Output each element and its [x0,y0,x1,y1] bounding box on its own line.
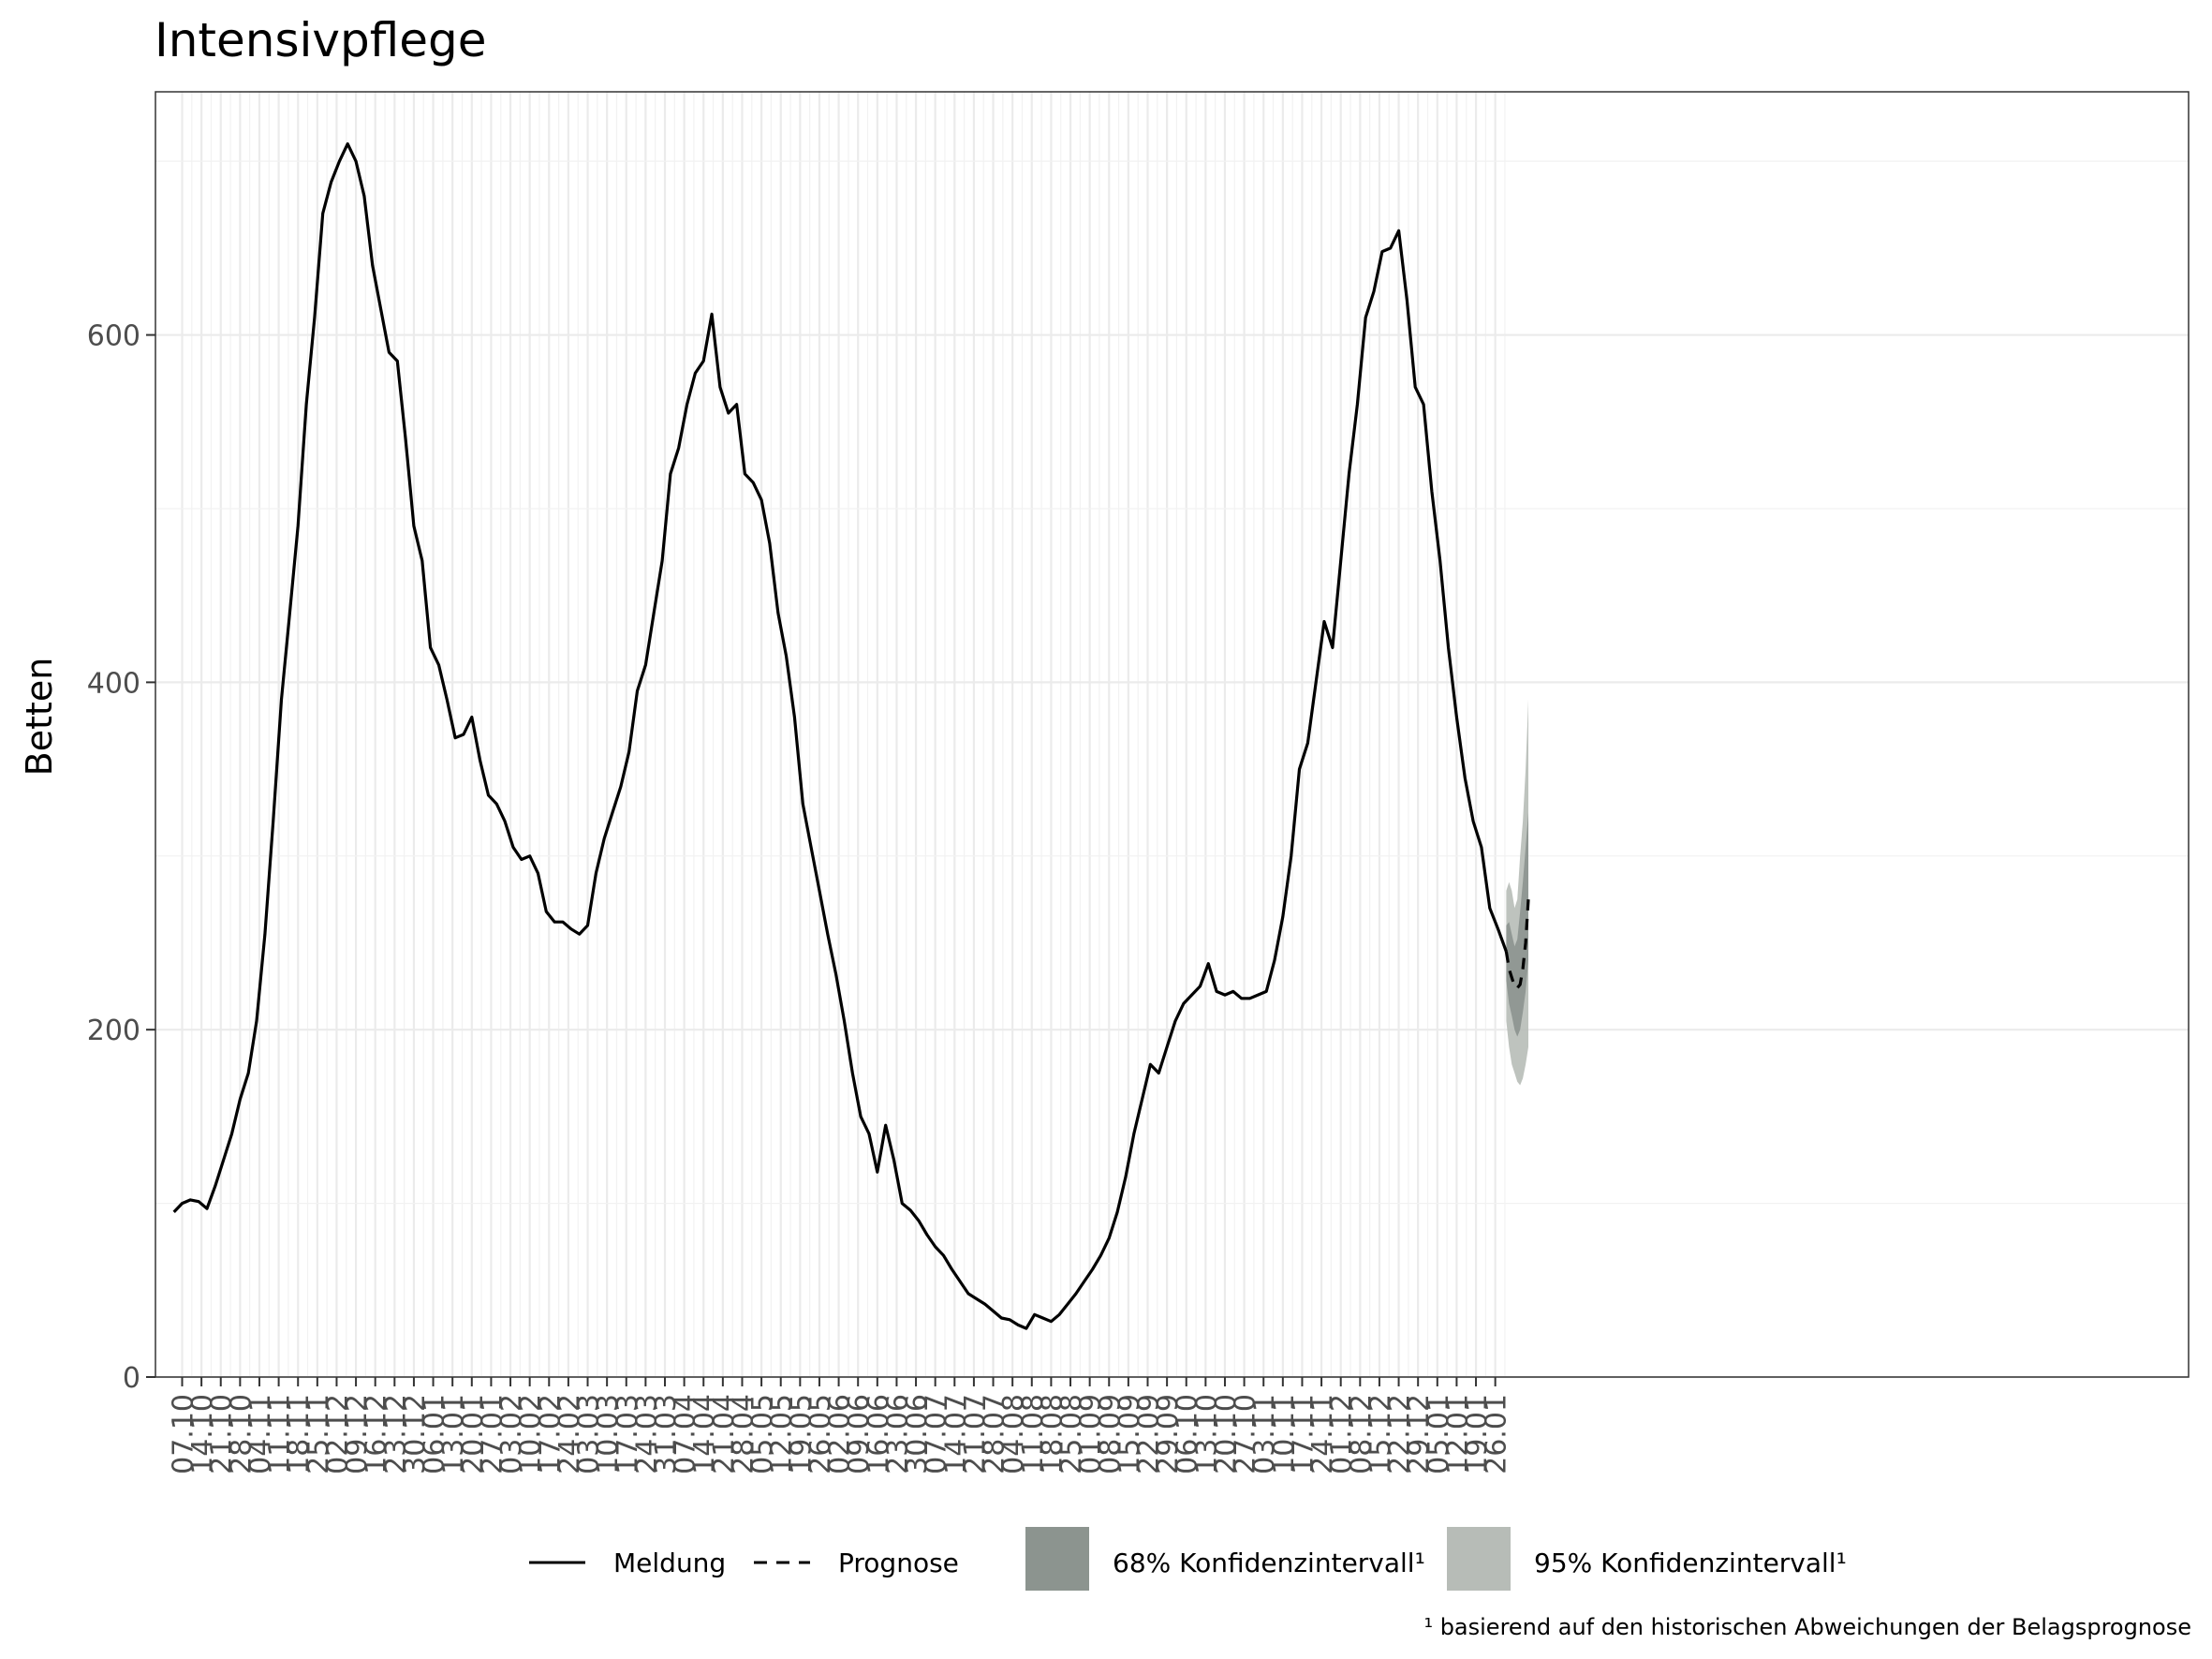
x-tick-label: 27.10 [1230,1394,1262,1474]
x-tick-label: 06.10 [1172,1394,1204,1474]
footnote: ¹ basierend auf den historischen Abweich… [1423,1614,2191,1640]
x-tick-label: 20.01 [457,1394,490,1474]
y-tick-label: 0 [123,1362,140,1395]
x-tick-label: 17.11 [1287,1394,1320,1474]
x-tick-label: 31.03 [650,1394,683,1474]
x-tick-label: 18.08 [1036,1394,1069,1474]
x-tick-label: 30.06 [901,1394,934,1474]
x-tick-label: 19.05 [785,1394,818,1474]
x-tick-label: 07.07 [921,1394,953,1474]
x-tick-label: 21.07 [959,1394,992,1474]
legend-ci95-label: 95% Konfidenzintervall¹ [1534,1548,1847,1578]
x-tick-label: 07.04 [670,1394,702,1474]
x-tick-label: 29.09 [1152,1394,1185,1474]
x-tick-label: 22.12 [1384,1394,1417,1474]
x-tick-label: 10.03 [592,1394,625,1474]
x-tick-label: 17.03 [612,1394,644,1474]
x-tick-label: 28.10 [225,1394,258,1474]
x-tick-label: 06.01 [419,1394,451,1474]
x-tick-label: 07.10 [168,1394,200,1474]
x-tick-label: 04.08 [997,1394,1030,1474]
x-tick-label: 01.09 [1075,1394,1108,1474]
x-tick-label: 02.12 [321,1394,354,1474]
x-tick-label: 28.04 [727,1394,759,1474]
series-lines [172,142,1530,1330]
x-tick-label: 16.12 [361,1394,393,1474]
legend: Meldung Prognose 68% Konfidenzintervall¹… [529,1527,1847,1591]
x-tick-label: 09.06 [843,1394,876,1474]
x-tick-label: 02.06 [824,1394,857,1474]
x-tick-label: 24.03 [630,1394,663,1474]
x-tick-label: 14.04 [688,1394,721,1474]
x-tick-label: 11.08 [1017,1394,1050,1474]
x-tick-label: 04.11 [244,1394,277,1474]
legend-meldung-label: Meldung [613,1548,726,1578]
y-tick-label: 600 [87,320,140,353]
x-tick-label: 16.06 [863,1394,895,1474]
x-tick-label: 26.01 [1481,1394,1513,1474]
legend-prognose-label: Prognose [838,1548,959,1578]
x-tick-label: 08.09 [1094,1394,1127,1474]
x-tick-label: 21.04 [708,1394,741,1474]
x-tick-label: 19.01 [1461,1394,1494,1474]
x-tick-label: 26.05 [804,1394,837,1474]
confidence-bands [1506,699,1528,1086]
chart-title: Intensivpflege [155,13,487,67]
series-line-meldung [172,142,1508,1330]
x-tick-label: 25.11 [302,1394,335,1474]
x-tick-label: 15.12 [1364,1394,1397,1474]
x-tick-label: 01.12 [1326,1394,1359,1474]
x-tick-label: 25.08 [1055,1394,1088,1474]
x-tick-label: 10.11 [1268,1394,1301,1474]
x-tick-label: 03.02 [495,1394,528,1474]
x-tick-label: 05.01 [1423,1394,1455,1474]
y-axis: 0 200 400 600 [87,320,155,1395]
x-tick-label: 29.12 [1403,1394,1436,1474]
x-tick-label: 20.10 [1210,1394,1243,1474]
x-tick-label: 14.07 [939,1394,972,1474]
x-tick-label: 24.02 [553,1394,586,1474]
y-tick-label: 400 [87,667,140,700]
y-axis-title: Betten [19,658,60,777]
x-axis: 07.1014.1021.1028.1004.1111.1118.1125.11… [168,1377,1513,1474]
x-tick-label: 23.06 [881,1394,914,1474]
x-tick-label: 03.03 [573,1394,606,1474]
x-tick-label: 10.02 [515,1394,548,1474]
x-tick-label: 18.11 [283,1394,316,1474]
x-tick-label: 13.01 [437,1394,470,1474]
x-tick-label: 21.10 [206,1394,239,1474]
x-tick-label: 28.07 [979,1394,1011,1474]
x-tick-label: 23.12 [379,1394,412,1474]
x-tick-label: 09.12 [341,1394,374,1474]
x-tick-label: 12.01 [1441,1394,1474,1474]
series-line-prognose [1504,899,1530,990]
x-tick-label: 03.11 [1248,1394,1281,1474]
x-tick-label: 27.01 [476,1394,509,1474]
x-tick-label: 30.12 [399,1394,432,1474]
legend-ci95-key [1447,1527,1511,1591]
legend-ci68-label: 68% Konfidenzintervall¹ [1113,1548,1425,1578]
x-tick-label: 15.09 [1113,1394,1146,1474]
x-tick-label: 11.11 [264,1394,297,1474]
x-tick-label: 17.02 [534,1394,567,1474]
x-tick-label: 14.10 [186,1394,219,1474]
y-tick-label: 200 [87,1015,140,1047]
x-tick-label: 24.11 [1306,1394,1339,1474]
x-tick-label: 13.10 [1190,1394,1223,1474]
x-tick-label: 12.05 [766,1394,799,1474]
x-tick-label: 05.05 [746,1394,779,1474]
x-tick-label: 08.12 [1345,1394,1378,1474]
panel-border [155,91,2190,1378]
x-tick-label: 22.09 [1133,1394,1166,1474]
legend-ci68-key [1025,1527,1089,1591]
